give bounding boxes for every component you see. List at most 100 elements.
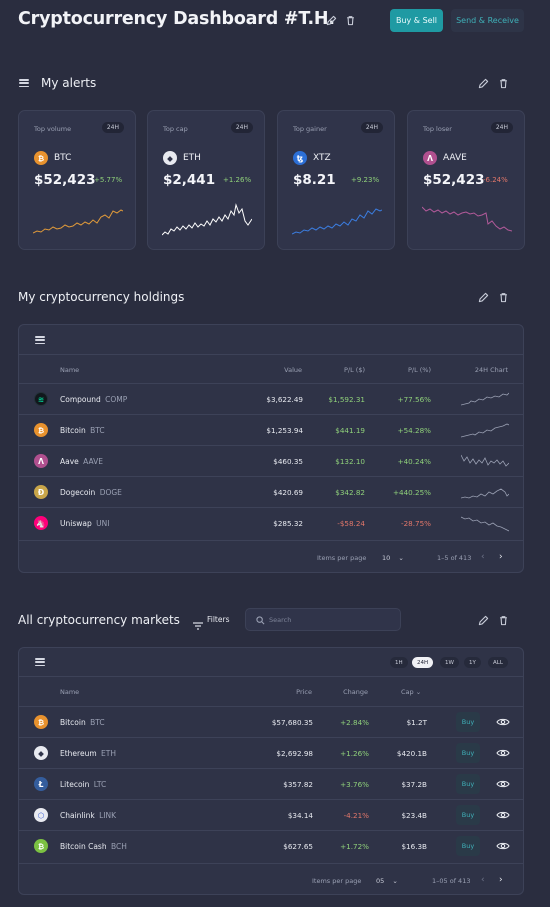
table-row[interactable]: ≋ Compound COMP $3,622.49 $1,592.31 +77.… [19,383,523,414]
holdings-table-menu-icon[interactable] [35,336,45,344]
holding-pl-usd: $342.82 [335,488,365,497]
period-pill-24h[interactable]: 24H [412,657,434,668]
eye-icon[interactable] [496,747,510,759]
eye-icon[interactable] [496,716,510,728]
period-pill-1h[interactable]: 1H [390,657,408,668]
coin-ticker: AAVE [83,457,104,466]
holding-value: $420.69 [273,488,303,497]
buy-button[interactable]: Buy [456,743,480,763]
search-input[interactable]: Search [245,608,401,631]
column-header-name: Name [60,688,80,696]
coin-price: $8.21 [293,172,336,188]
table-row[interactable]: ₿ Bitcoin BTC $57,680.35 +2.84% $1.2T Bu… [19,706,523,737]
divider [19,540,523,541]
alerts-menu-icon[interactable] [19,79,29,87]
table-row[interactable]: Ð Dogecoin DOGE $420.69 $342.82 +440.25% [19,476,523,507]
alert-card-top-cap[interactable]: Top cap 24H ◆ ETH $2,441 +1.26% [147,110,265,250]
holding-pl-usd: $132.10 [335,457,365,466]
markets-table-menu-icon[interactable] [35,658,45,666]
market-change: +1.26% [340,749,369,758]
mini-sparkline-chart [461,454,509,467]
column-header-value[interactable]: Value [284,366,302,374]
items-per-page-label: Items per page [312,877,362,885]
table-row[interactable]: ⬡ Chainlink LINK $34.14 -4.21% $23.4B Bu… [19,799,523,830]
period-badge: 24H [490,122,513,133]
alert-card-top-loser[interactable]: Top loser 24H Λ AAVE $52,423 -6.24% [407,110,525,250]
alert-card-top-volume[interactable]: Top volume 24H ₿ BTC $52,423 +5.77% [18,110,136,250]
period-pill-all[interactable]: ALL [488,657,508,668]
market-cap: $420.1B [396,749,427,758]
filters-button[interactable]: Filters [207,615,230,624]
coin-ticker: UNI [96,519,110,528]
chevron-down-icon: ⌄ [415,688,422,696]
buy-sell-button[interactable]: Buy & Sell [390,9,443,32]
period-badge: 24H [230,122,253,133]
holding-pl-usd: $1,592.31 [328,395,365,404]
chainlink-icon: ⬡ [34,808,48,822]
market-change: +3.76% [340,780,369,789]
chevron-right-icon[interactable]: › [499,875,503,885]
compound-icon: ≋ [34,392,48,406]
edit-markets-pencil-icon[interactable] [476,613,490,627]
holding-value: $285.32 [273,519,303,528]
send-receive-button[interactable]: Send & Receive [451,9,524,32]
table-row[interactable]: ₿ Bitcoin Cash BCH $627.65 +1.72% $16.3B… [19,830,523,861]
alert-card-top-gainer[interactable]: Top gainer 24H ꜩ XTZ $8.21 +9.23% [277,110,395,250]
sparkline-chart [33,209,123,234]
delete-holdings-trash-icon[interactable] [496,290,510,304]
bitcoin-icon: ₿ [34,715,48,729]
table-row[interactable]: Ł Litecoin LTC $357.82 +3.76% $37.2B Buy [19,768,523,799]
bitcoin-cash-icon: ₿ [34,839,48,853]
search-placeholder: Search [269,616,292,624]
holding-pl-pct: -28.75% [401,519,431,528]
table-row[interactable]: Λ Aave AAVE $460.35 $132.10 +40.24% [19,445,523,476]
column-header-cap[interactable]: Cap ⌄ [401,688,421,696]
chevron-right-icon[interactable]: › [499,552,503,562]
column-header-pl-usd[interactable]: P/L ($) [343,366,365,374]
items-per-page-select[interactable]: 05 ⌄ [376,877,398,885]
delete-alerts-trash-icon[interactable] [496,76,510,90]
buy-button[interactable]: Buy [456,836,480,856]
period-pill-1w[interactable]: 1W [440,657,459,668]
column-header-24h-chart: 24H Chart [474,366,508,374]
eye-icon[interactable] [496,778,510,790]
items-per-page-value: 10 [382,554,391,562]
table-row[interactable]: ◆ Ethereum ETH $2,692.98 +1.26% $420.1B … [19,737,523,768]
alerts-section-title: My alerts [41,76,97,90]
buy-button[interactable]: Buy [456,774,480,794]
buy-button[interactable]: Buy [456,805,480,825]
table-row[interactable]: ₿ Bitcoin BTC $1,253.94 $441.19 +54.28% [19,414,523,445]
market-price: $34.14 [287,811,313,820]
period-pill-1y[interactable]: 1Y [464,657,481,668]
coin-ticker: ETH [101,749,116,758]
items-per-page-select[interactable]: 10 ⌄ [382,554,404,562]
table-row[interactable]: 🦄 Uniswap UNI $285.32 -$58.24 -28.75% [19,507,523,538]
chevron-left-icon[interactable]: ‹ [481,875,485,885]
delete-markets-trash-icon[interactable] [496,613,510,627]
coin-ticker: BTC [90,718,105,727]
filter-icon[interactable] [193,615,203,630]
litecoin-icon: Ł [34,777,48,791]
coin-name: Aave [60,457,79,466]
period-badge: 24H [101,122,124,133]
edit-dashboard-pencil-icon[interactable] [324,13,338,27]
eye-icon[interactable] [496,840,510,852]
holding-pl-pct: +40.24% [397,457,431,466]
coin-name: Ethereum [60,749,97,758]
column-header-price[interactable]: Price [296,688,312,696]
coin-name: Bitcoin [60,426,86,435]
divider [19,354,523,355]
edit-alerts-pencil-icon[interactable] [476,76,490,90]
pagination-range: 1–05 of 413 [432,877,471,885]
eye-icon[interactable] [496,809,510,821]
dogecoin-icon: Ð [34,485,48,499]
delete-dashboard-trash-icon[interactable] [343,13,357,27]
period-badge: 24H [360,122,383,133]
buy-button[interactable]: Buy [456,712,480,732]
chevron-left-icon[interactable]: ‹ [481,552,485,562]
market-price: $357.82 [283,780,313,789]
column-header-pl-pct[interactable]: P/L (%) [407,366,431,374]
market-price: $57,680.35 [271,718,313,727]
edit-holdings-pencil-icon[interactable] [476,290,490,304]
column-header-change[interactable]: Change [343,688,368,696]
